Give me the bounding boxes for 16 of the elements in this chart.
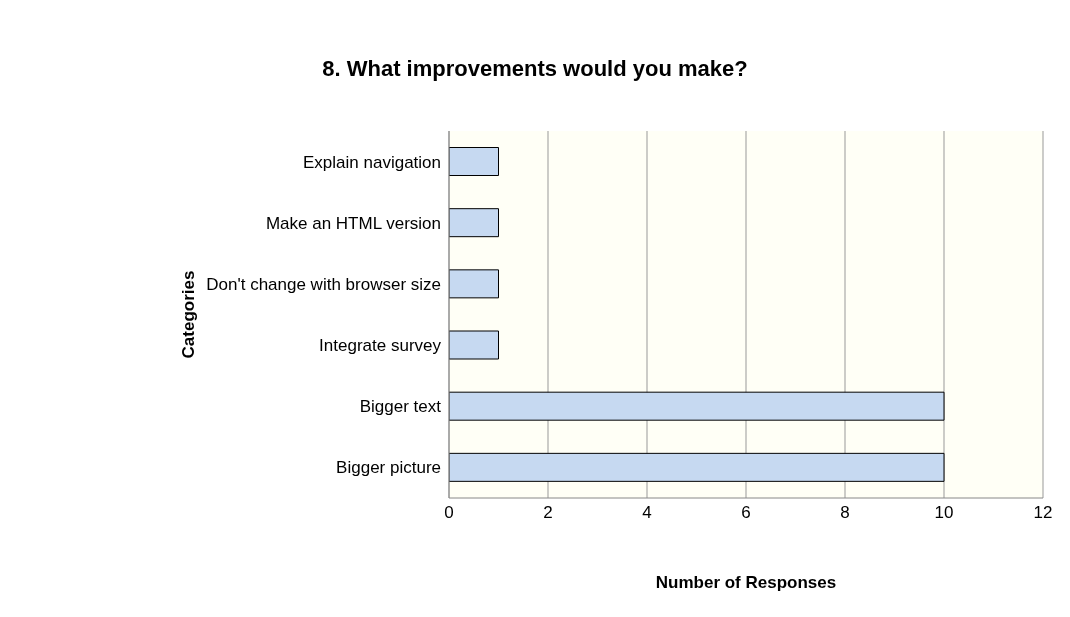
y-tick-label: Don't change with browser size [206, 274, 441, 294]
x-tick-label: 12 [1033, 503, 1053, 523]
y-tick-label: Integrate survey [319, 336, 442, 356]
y-tick-label: Make an HTML version [265, 213, 441, 233]
x-tick-label: 4 [642, 503, 652, 523]
x-tick-label: 6 [741, 503, 751, 523]
x-axis-title: Number of Responses [655, 573, 837, 592]
x-tick-label: 0 [444, 503, 454, 523]
x-tick-label: 10 [934, 503, 954, 523]
chart-title: 8. What improvements would you make? [321, 56, 749, 82]
x-tick-label: 8 [840, 503, 850, 523]
y-tick-label: Bigger picture [336, 458, 441, 478]
y-tick-label: Bigger text [359, 397, 442, 417]
x-tick-label: 2 [543, 503, 553, 523]
y-tick-label: Explain navigation [303, 152, 441, 172]
y-axis-title: Categories [179, 270, 199, 359]
